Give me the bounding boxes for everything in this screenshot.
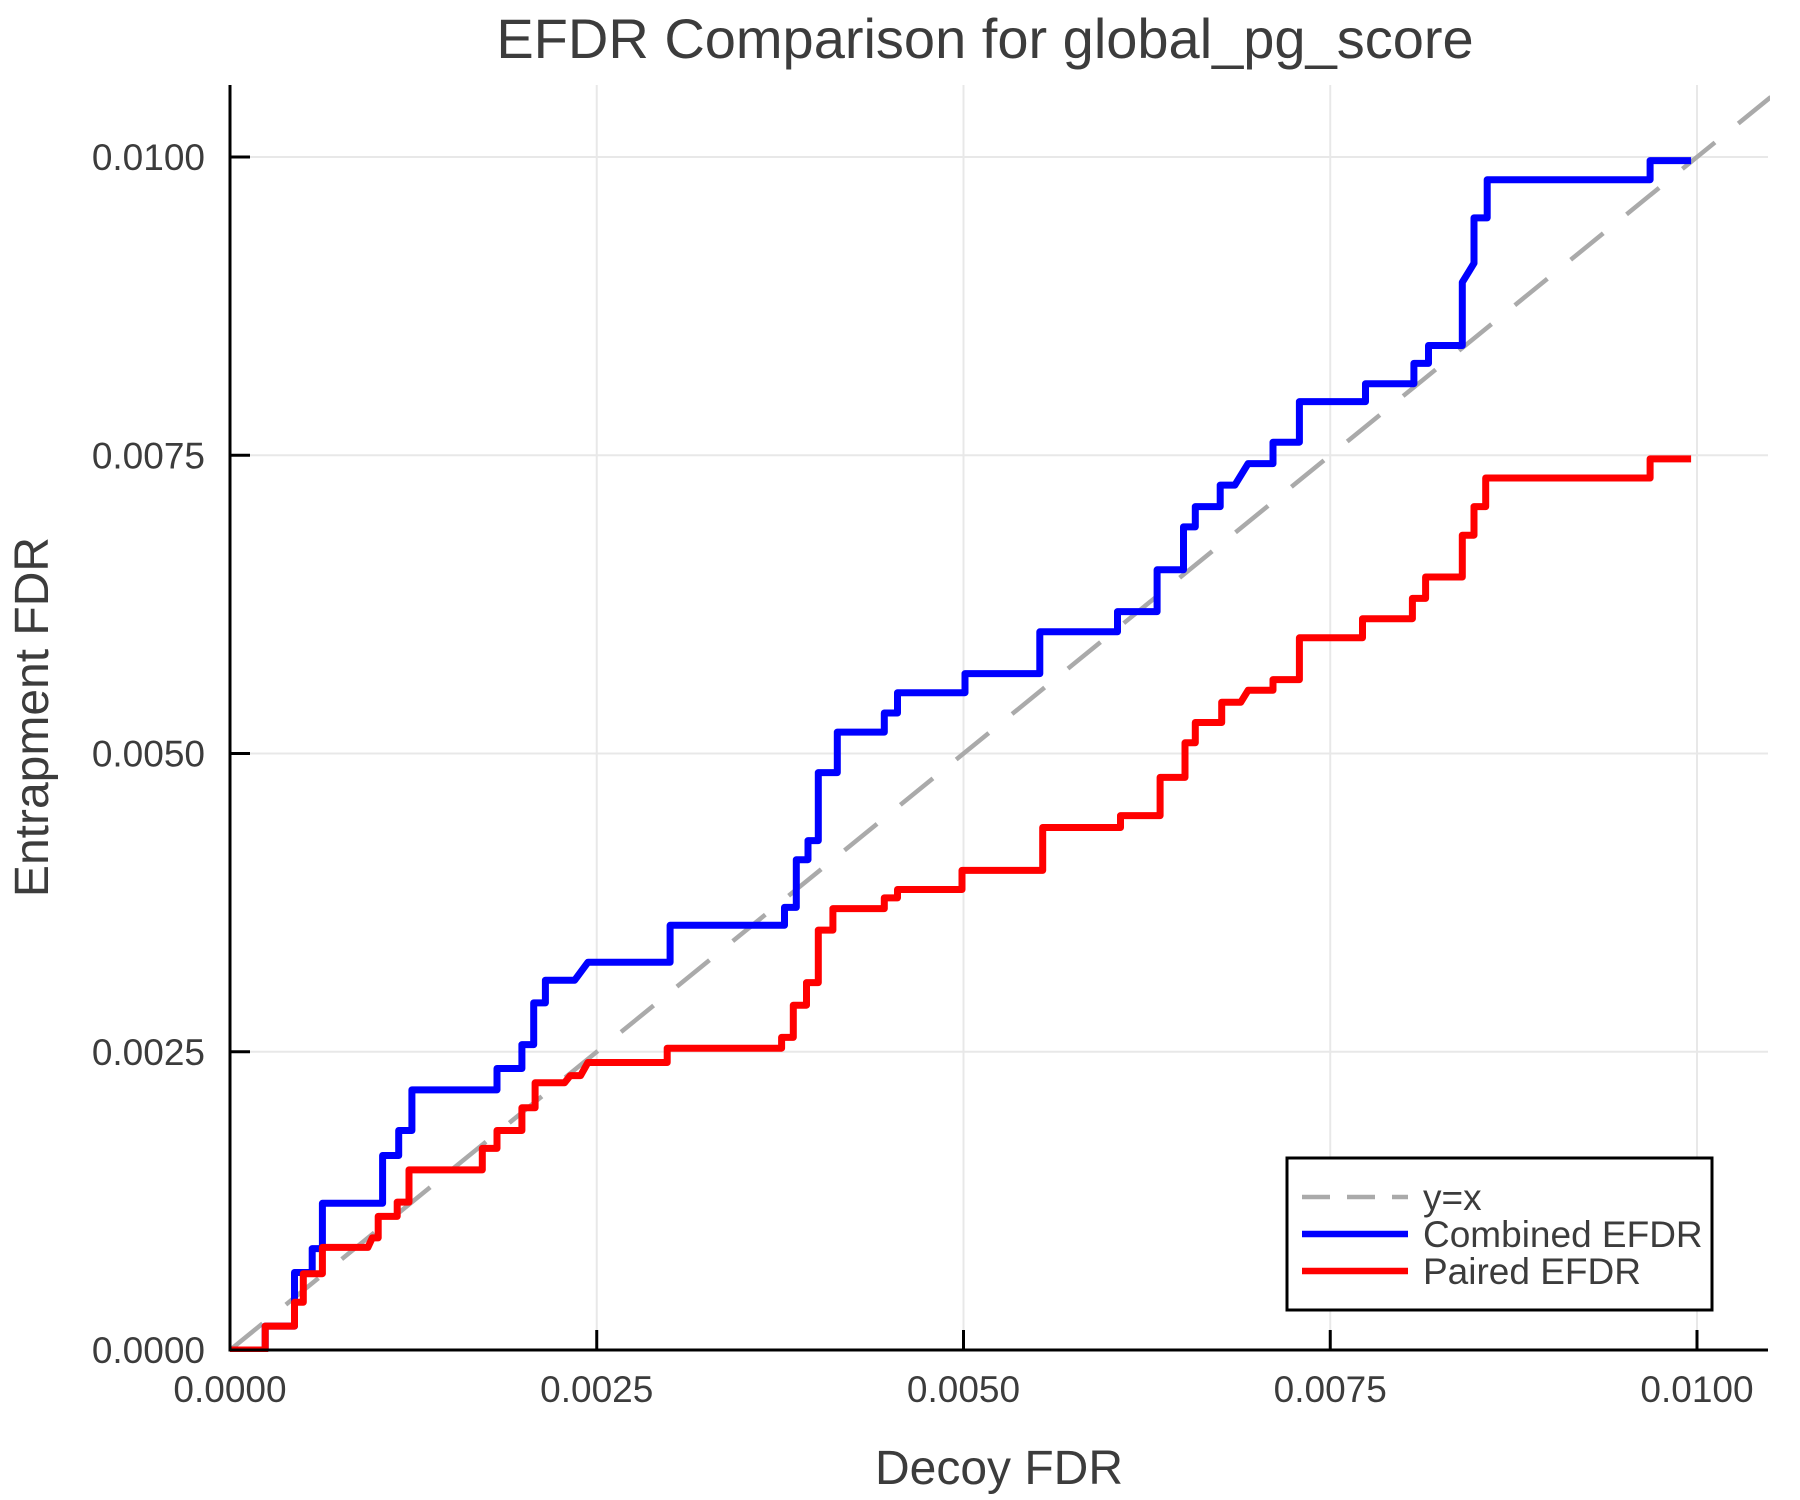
x-tick-label: 0.0075 [1274,1369,1387,1410]
x-tick-label: 0.0050 [907,1369,1020,1410]
legend-label-diagonal: y=x [1423,1177,1482,1218]
x-tick-label: 0.0025 [540,1369,653,1410]
y-tick-label: 0.0000 [92,1330,205,1371]
legend-label-paired: Paired EFDR [1423,1251,1641,1292]
x-axis-label: Decoy FDR [875,1442,1123,1495]
y-tick-label: 0.0025 [92,1032,205,1073]
series-line-combined [230,157,1692,1352]
y-tick-label: 0.0100 [92,137,205,178]
tick-labels: 0.0000 0.0025 0.0050 0.0075 0.0100 0.0000 0.00… [92,137,1754,1410]
series-line-paired [230,455,1692,1352]
y-axis-label: Entrapment FDR [6,537,59,897]
axes [228,85,1768,1352]
legend-label-combined: Combined EFDR [1423,1214,1703,1255]
series-line-diagonal [228,94,1770,1352]
y-tick-label: 0.0050 [92,734,205,775]
x-tick-label: 0.0000 [173,1369,286,1410]
y-tick-label: 0.0075 [92,435,205,476]
chart-title: EFDR Comparison for global_pg_score [496,7,1473,70]
x-tick-label: 0.0100 [1640,1369,1753,1410]
